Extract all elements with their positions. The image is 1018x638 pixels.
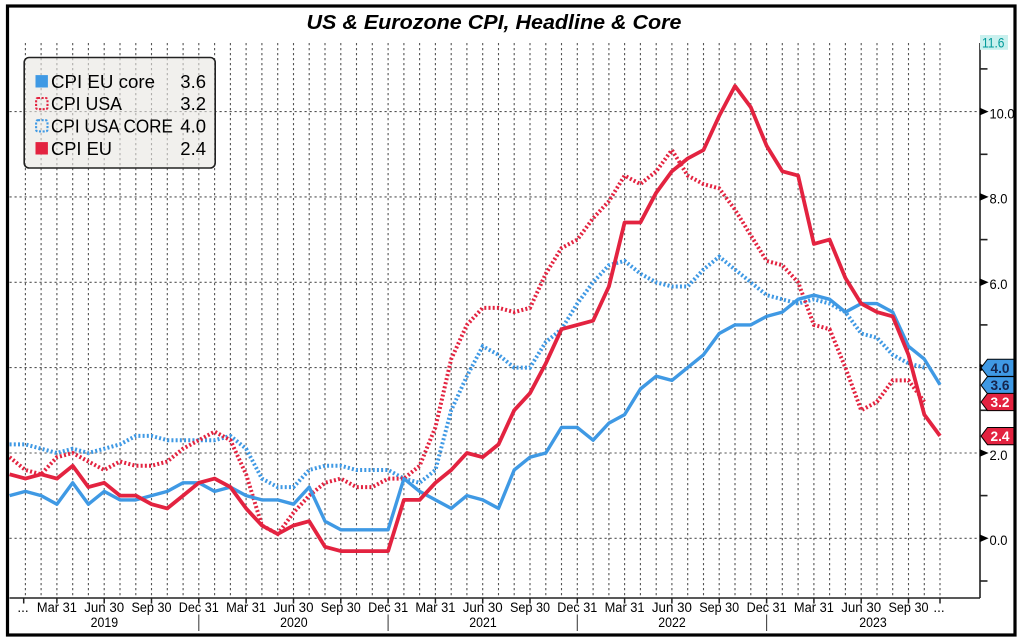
- svg-text:Jun 30: Jun 30: [274, 600, 314, 615]
- svg-text:Jun 30: Jun 30: [84, 600, 124, 615]
- svg-text:Dec 31: Dec 31: [179, 600, 219, 615]
- svg-text:2021: 2021: [469, 615, 497, 630]
- svg-text:2019: 2019: [91, 615, 119, 630]
- svg-text:2.0: 2.0: [990, 448, 1008, 464]
- svg-text:Sep 30: Sep 30: [321, 600, 361, 615]
- svg-text:3.2: 3.2: [991, 394, 1010, 410]
- svg-text:CPI EU: CPI EU: [51, 138, 112, 159]
- svg-text:Sep 30: Sep 30: [510, 600, 550, 615]
- svg-text:CPI EU core: CPI EU core: [51, 71, 155, 92]
- svg-text:Mar 31: Mar 31: [226, 600, 266, 615]
- svg-text:Mar 31: Mar 31: [415, 600, 455, 615]
- svg-text:8.0: 8.0: [990, 192, 1008, 208]
- svg-text:Jun 30: Jun 30: [463, 600, 503, 615]
- svg-text:4.0: 4.0: [991, 360, 1010, 376]
- svg-text:Jun 30: Jun 30: [841, 600, 881, 615]
- svg-text:Dec 31: Dec 31: [747, 600, 787, 615]
- svg-text:US & Eurozone CPI, Headline &: US & Eurozone CPI, Headline & Core: [307, 11, 682, 34]
- svg-text:...: ...: [933, 600, 944, 615]
- svg-text:3.6: 3.6: [180, 71, 206, 92]
- svg-text:3.6: 3.6: [991, 377, 1010, 393]
- svg-text:2023: 2023: [859, 615, 887, 630]
- svg-text:Dec 31: Dec 31: [368, 600, 408, 615]
- svg-text:Mar 31: Mar 31: [605, 600, 645, 615]
- svg-text:Sep 30: Sep 30: [889, 600, 929, 615]
- svg-text:Dec 31: Dec 31: [557, 600, 597, 615]
- svg-text:...: ...: [17, 600, 28, 615]
- svg-text:4.0: 4.0: [180, 115, 206, 136]
- svg-text:2.4: 2.4: [991, 428, 1010, 444]
- svg-text:Jun 30: Jun 30: [652, 600, 692, 615]
- svg-text:2020: 2020: [280, 615, 308, 630]
- svg-text:Sep 30: Sep 30: [699, 600, 739, 615]
- svg-text:Sep 30: Sep 30: [132, 600, 172, 615]
- svg-text:2022: 2022: [658, 615, 686, 630]
- svg-text:0.0: 0.0: [990, 533, 1008, 549]
- svg-text:6.0: 6.0: [990, 277, 1008, 293]
- svg-text:CPI USA: CPI USA: [51, 93, 123, 114]
- svg-text:10.0: 10.0: [990, 106, 1015, 122]
- svg-text:2.4: 2.4: [180, 138, 206, 159]
- svg-text:3.2: 3.2: [180, 93, 206, 114]
- svg-text:11.6: 11.6: [982, 36, 1005, 51]
- svg-text:Mar 31: Mar 31: [794, 600, 834, 615]
- svg-text:CPI USA CORE: CPI USA CORE: [51, 115, 173, 136]
- svg-text:Mar 31: Mar 31: [37, 600, 77, 615]
